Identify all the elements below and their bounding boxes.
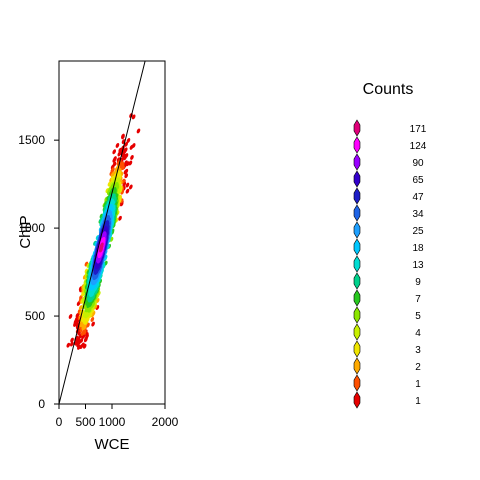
hex-cell <box>124 173 129 179</box>
x-tick-label: 0 <box>56 415 63 429</box>
legend-label: 34 <box>412 209 424 220</box>
legend-label: 2 <box>415 362 421 373</box>
hex-cell <box>123 169 128 175</box>
hex-cell <box>91 321 95 327</box>
legend-swatch <box>353 204 361 222</box>
hex-cell <box>70 337 74 343</box>
hex-cells <box>66 113 141 350</box>
legend-swatch <box>353 374 361 392</box>
legend-swatch <box>353 391 361 409</box>
legend-label: 18 <box>412 243 424 254</box>
legend-label: 1 <box>415 379 421 390</box>
hex-cell <box>90 317 95 322</box>
reference-line-group <box>58 60 146 405</box>
legend-swatch <box>353 323 361 341</box>
legend-swatch <box>353 119 361 137</box>
x-tick-label: 1000 <box>99 415 126 429</box>
y-tick-label: 1500 <box>18 133 45 147</box>
x-tick-label: 500 <box>75 415 95 429</box>
hex-cell <box>79 338 84 343</box>
hex-cell <box>124 141 128 147</box>
y-axis-title: ChIP <box>17 215 34 248</box>
legend-label: 25 <box>412 226 424 237</box>
legend-label: 90 <box>412 158 424 169</box>
legend-swatch <box>353 272 361 290</box>
hex-cell <box>78 305 83 311</box>
hex-cell <box>129 184 133 190</box>
y-tick-label: 0 <box>38 397 45 411</box>
hex-cell <box>81 342 85 348</box>
hex-cell <box>129 144 134 150</box>
hex-cell <box>115 142 120 148</box>
legend-label: 4 <box>415 328 421 339</box>
legend-label: 65 <box>412 175 424 186</box>
hex-cell <box>136 128 141 134</box>
hex-cell <box>69 341 74 347</box>
legend-label: 9 <box>415 277 421 288</box>
hex-cell <box>99 244 104 250</box>
hex-cell <box>112 161 117 167</box>
legend-swatch <box>353 238 361 256</box>
hex-cell <box>118 215 122 221</box>
hex-cell <box>68 314 73 319</box>
hex-cell <box>125 188 130 194</box>
hex-cell <box>126 138 131 143</box>
legend-swatch <box>353 340 361 358</box>
hex-cell <box>112 149 117 155</box>
y-tick-label: 1000 <box>18 221 45 235</box>
legend-label: 171 <box>410 124 427 135</box>
hex-cell <box>117 151 122 157</box>
legend-title: Counts <box>363 81 414 98</box>
legend-label: 7 <box>415 294 421 305</box>
hex-cell <box>66 342 71 348</box>
legend-label: 1 <box>415 396 421 407</box>
legend-label: 124 <box>410 141 427 152</box>
hex-cell <box>121 134 125 140</box>
legend-swatch <box>353 136 361 154</box>
legend-swatch <box>353 357 361 375</box>
legend-swatch <box>353 221 361 239</box>
reference-line <box>58 60 146 405</box>
legend-label: 5 <box>415 311 421 322</box>
hex-cell <box>131 114 136 120</box>
legend-swatch <box>353 255 361 273</box>
x-axis-title: WCE <box>95 436 130 453</box>
hex-cell <box>130 154 134 160</box>
axes: 0 500 1000 2000 0 500 1000 1500 <box>18 133 178 429</box>
legend-swatch <box>353 170 361 188</box>
hex-cell <box>111 167 115 173</box>
legend-label: 13 <box>412 260 424 271</box>
hex-cell <box>128 160 133 166</box>
legend-swatch <box>353 187 361 205</box>
y-tick-label: 500 <box>25 309 45 323</box>
legend-label: 3 <box>415 345 421 356</box>
legend: 171 124 90 65 47 34 25 18 13 9 7 5 4 3 2 1 1 <box>353 119 427 409</box>
legend-swatch <box>353 306 361 324</box>
x-tick-label: 2000 <box>152 415 179 429</box>
legend-swatch <box>353 153 361 171</box>
hex-cell <box>112 157 117 163</box>
hex-cell <box>125 182 130 188</box>
legend-swatch <box>353 289 361 307</box>
legend-label: 47 <box>412 192 424 203</box>
